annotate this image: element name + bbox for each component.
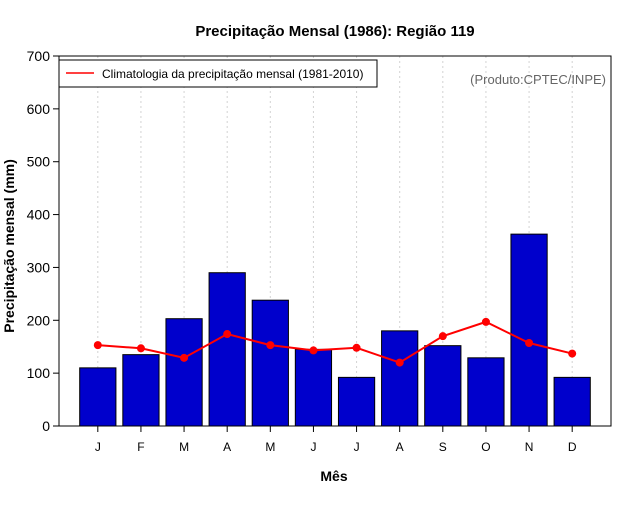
y-tick-label: 0: [42, 418, 50, 434]
grid-layer: [97, 56, 573, 426]
bars-layer: [79, 233, 591, 427]
bar-12: [553, 376, 591, 427]
y-tick-label: 700: [27, 48, 51, 64]
y-axis-label: Precipitação mensal (mm): [1, 159, 17, 333]
x-tick-label: J: [95, 440, 101, 454]
bar-2: [122, 354, 160, 427]
x-tick-label: A: [396, 440, 404, 454]
x-tick-label: D: [568, 440, 577, 454]
climatology-point-4: [223, 330, 232, 339]
climatology-point-6: [309, 346, 318, 355]
x-tick-label: M: [179, 440, 189, 454]
bar-1: [79, 367, 117, 427]
axes-layer: 0 100 200 300 400 500 600 700 J F M A M J J A S O N D: [27, 48, 612, 454]
bar-8: [381, 330, 419, 427]
climatology-point-1: [93, 341, 102, 350]
x-tick-label: J: [310, 440, 316, 454]
climatology-point-3: [180, 353, 189, 362]
x-tick-label: A: [223, 440, 231, 454]
y-tick-label: 600: [27, 101, 51, 117]
bar-11: [510, 233, 548, 427]
y-tick-label: 400: [27, 207, 51, 223]
bar-7: [337, 376, 376, 427]
bar-9: [424, 345, 462, 427]
y-tick-label: 500: [27, 154, 51, 170]
legend-box: [58, 59, 378, 88]
x-axis-label: Mês: [320, 468, 347, 484]
x-tick-label: F: [137, 440, 144, 454]
climatology-point-7: [352, 343, 361, 352]
x-tick-label: N: [525, 440, 534, 454]
plot-frame: [58, 55, 612, 427]
bar-3: [165, 318, 203, 427]
climatology-point-5: [266, 341, 275, 350]
y-tick-label: 100: [27, 365, 51, 381]
climatology-point-12: [568, 349, 577, 358]
climatology-point-10: [481, 317, 490, 326]
y-tick-label: 200: [27, 312, 51, 328]
climatology-line: [97, 320, 573, 364]
x-tick-label: M: [265, 440, 275, 454]
legend: Climatologia da precipitação mensal (198…: [58, 59, 378, 88]
climatology-point-8: [395, 358, 404, 367]
legend-label: Climatologia da precipitação mensal (198…: [102, 67, 363, 81]
credit-text: (Produto:CPTEC/INPE): [470, 72, 606, 87]
x-tick-label: O: [481, 440, 490, 454]
x-tick-label: S: [439, 440, 447, 454]
y-tick-label: 300: [27, 259, 51, 275]
bar-4: [208, 272, 246, 427]
bar-6: [294, 348, 333, 427]
climatology-line-layer: [93, 317, 577, 367]
bar-10: [467, 357, 505, 427]
chart-title: Precipitação Mensal (1986): Região 119: [195, 23, 474, 40]
climatology-point-9: [438, 332, 447, 341]
bar-5: [251, 299, 289, 427]
climatology-point-11: [525, 339, 534, 348]
x-tick-label: J: [354, 440, 360, 454]
climatology-point-2: [136, 344, 145, 353]
